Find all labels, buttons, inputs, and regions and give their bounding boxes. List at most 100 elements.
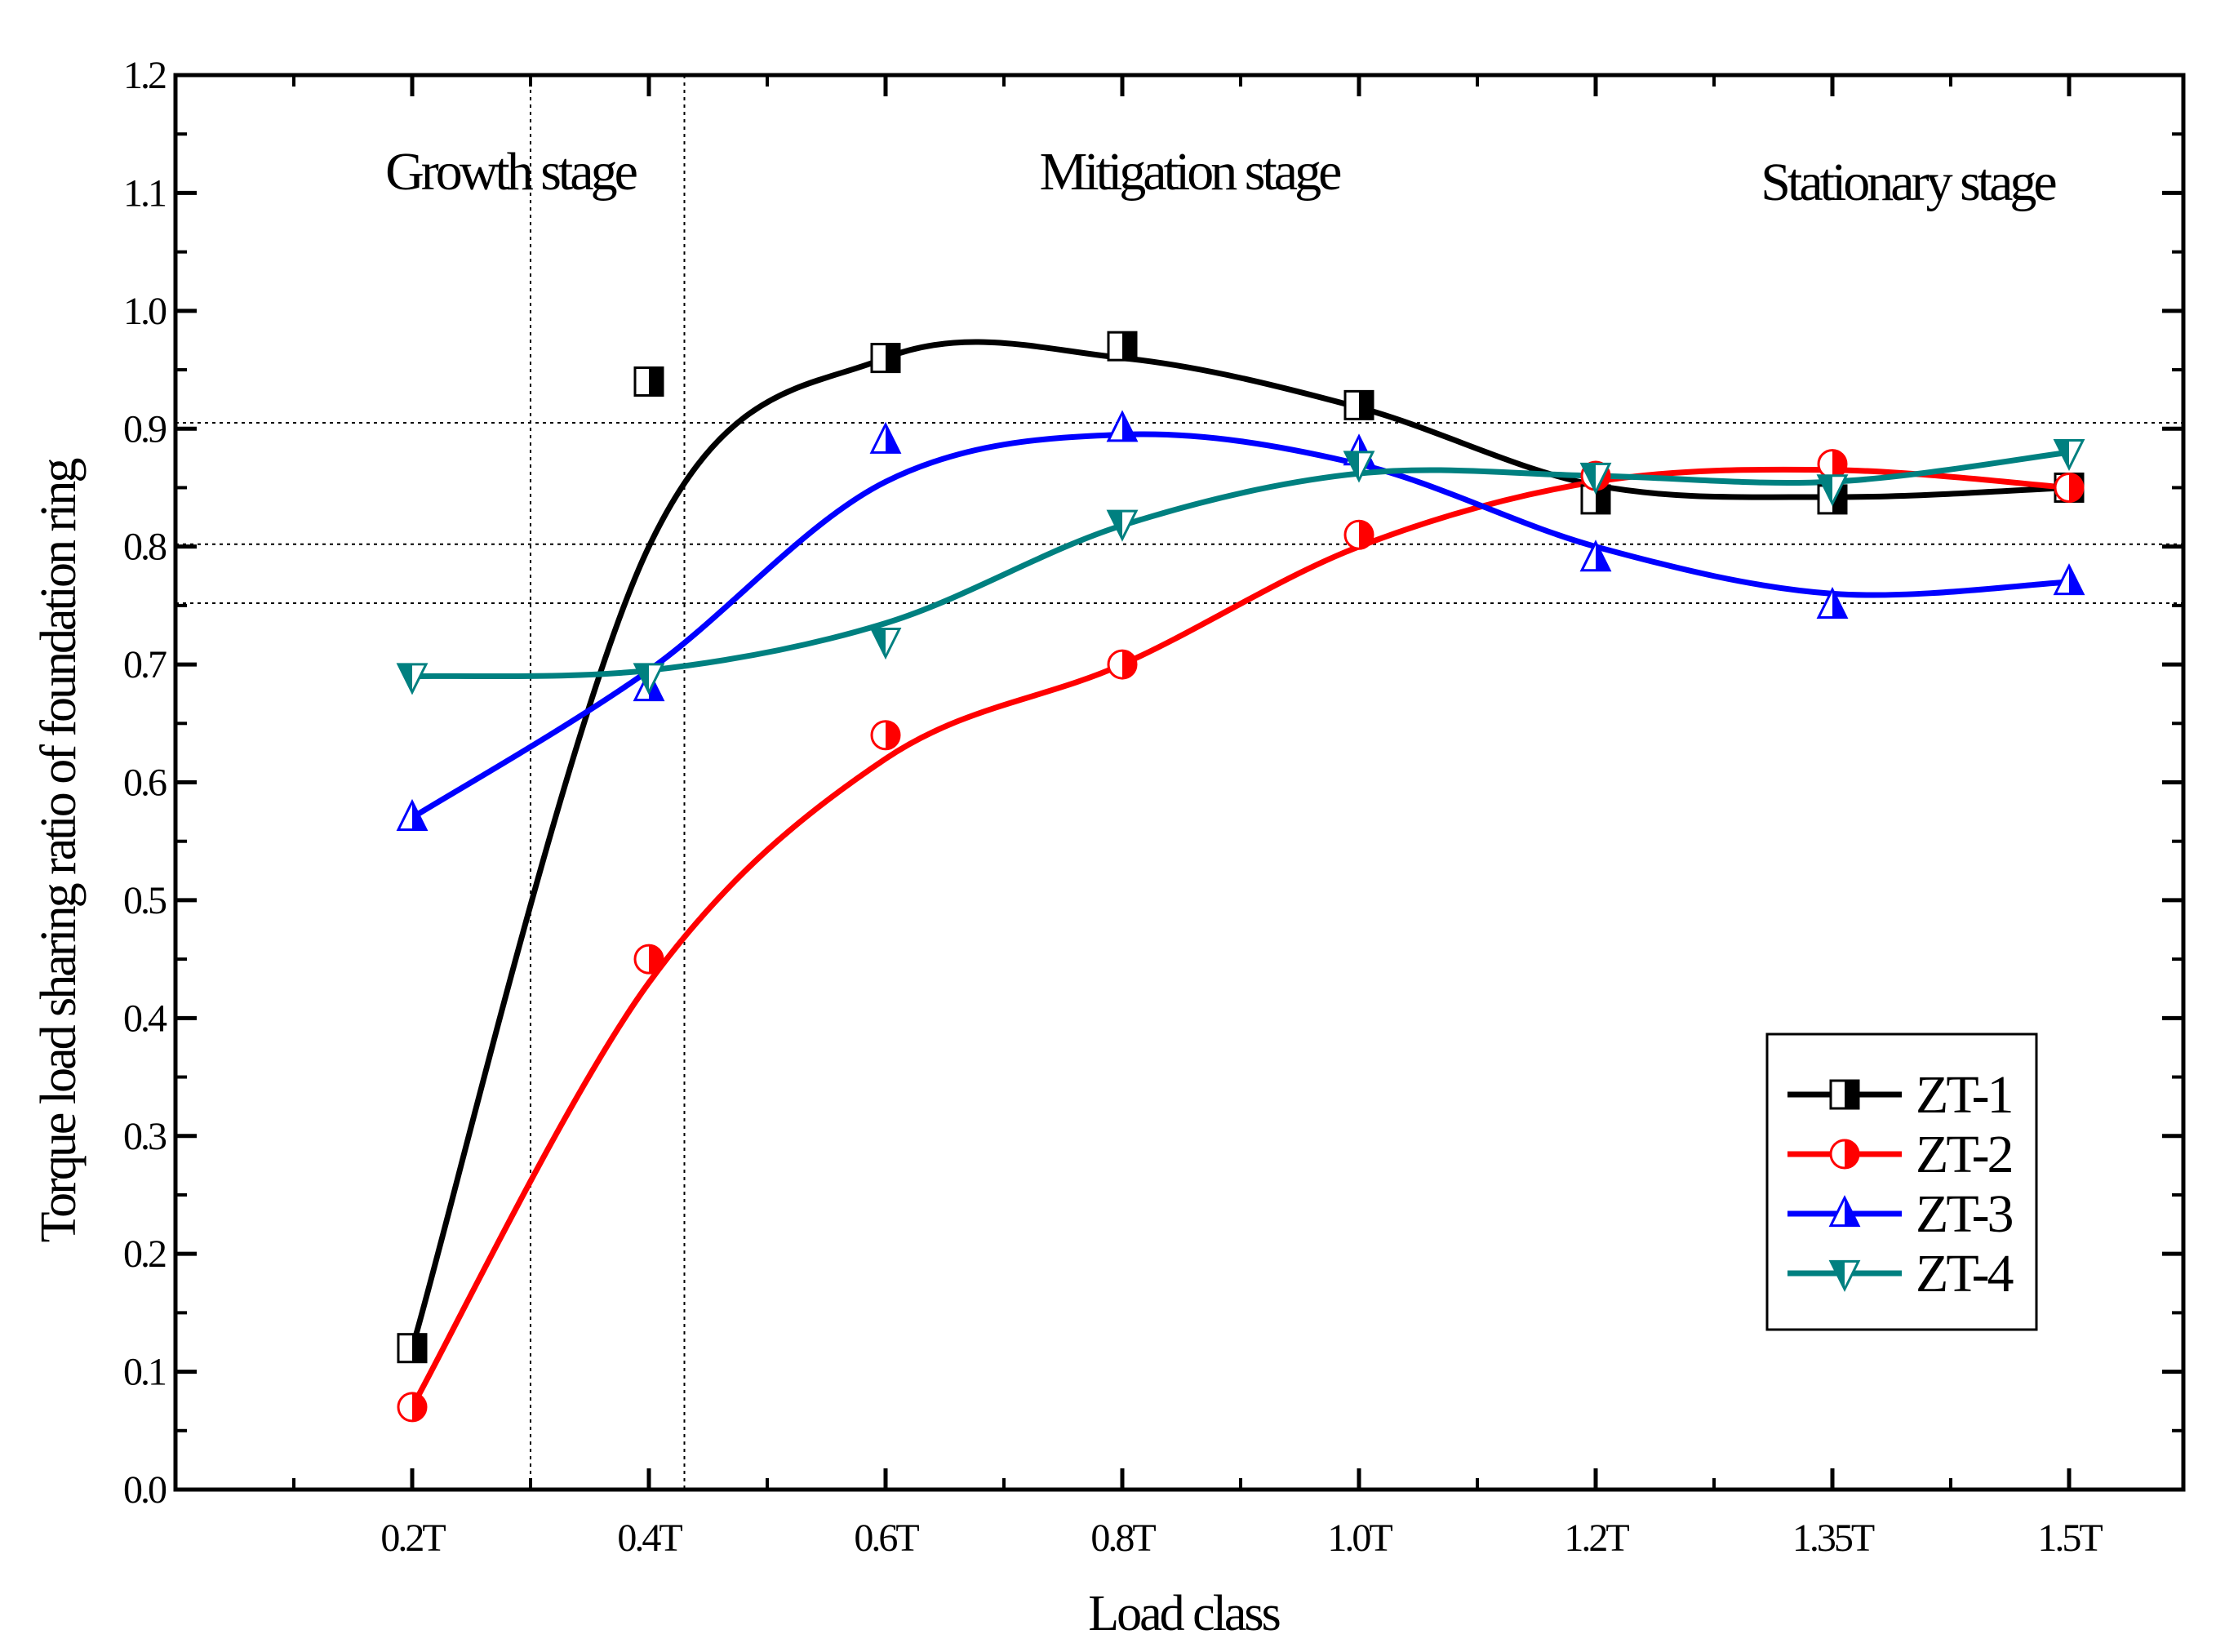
data-point-zt-4-1: [633, 663, 665, 695]
legend: ZT-1ZT-2ZT-3ZT-4: [1765, 1032, 2038, 1331]
data-point-zt-4-0-outline: [396, 663, 429, 695]
data-point-zt-4-5: [1579, 462, 1612, 495]
data-point-zt-1-1: [633, 366, 664, 397]
data-point-zt-2-0: [397, 1392, 428, 1423]
data-point-zt-2-3-fill: [1122, 651, 1136, 679]
data-point-zt-4-7: [2053, 438, 2085, 472]
data-point-zt-3-5-outline: [1579, 540, 1612, 572]
data-point-zt-1-0-fill: [412, 1334, 426, 1362]
y-tick-label: 0.1: [123, 1351, 166, 1394]
reference-lines: [175, 422, 2183, 604]
series-line-zt-4: [409, 449, 2072, 680]
data-point-zt-1-2-fill: [886, 344, 899, 372]
data-point-zt-4-6: [1816, 474, 1849, 507]
legend-label-zt-4: ZT-4: [1916, 1244, 2014, 1303]
x-tick-label: 0.2T: [380, 1517, 446, 1560]
y-tick-label: 1.0: [123, 290, 167, 333]
y-tick-label: 1.1: [123, 171, 166, 215]
data-point-zt-2-3-outline: [1107, 649, 1138, 680]
y-tick-label: 0.0: [123, 1468, 167, 1512]
data-point-zt-2-2-outline: [870, 720, 901, 751]
stage-label-stationary: Stationary stage: [1761, 153, 2055, 212]
data-point-zt-2-4-outline: [1343, 519, 1374, 550]
legend-label-zt-1: ZT-1: [1916, 1065, 2012, 1125]
data-point-zt-2-4-fill: [1359, 521, 1373, 549]
y-tick-label: 0.5: [123, 879, 167, 922]
data-point-zt-1-2: [870, 343, 901, 374]
data-point-zt-1-4: [1343, 389, 1374, 420]
data-point-zt-2-6: [1817, 449, 1848, 480]
stage-label-mitigation: Mitigation stage: [1040, 142, 1340, 202]
legend-marker-zt-1: [1829, 1079, 1860, 1110]
data-point-zt-3-3-outline: [1106, 410, 1139, 442]
y-tick-label: 0.2: [123, 1232, 166, 1276]
data-point-zt-3-0: [396, 798, 429, 831]
data-point-zt-2-7-outline: [2054, 472, 2085, 503]
data-point-zt-2-2-fill: [886, 721, 899, 749]
data-point-zt-2-1: [633, 944, 664, 975]
data-point-zt-4-1-outline: [633, 663, 665, 695]
y-axis-ticks: 0.0 0.1 0.2 0.3 0.4 0.5 0.6 0.7 0.8 0.9 1.0 1.1 1.2: [123, 54, 2183, 1512]
data-point-zt-4-2: [869, 628, 902, 660]
legend-marker-zt-4-outline: [1828, 1259, 1861, 1292]
data-point-zt-3-2: [869, 421, 902, 454]
data-point-zt-2-7: [2054, 472, 2085, 503]
data-point-zt-2-6-fill: [1832, 450, 1846, 478]
data-point-zt-1-3-fill: [1122, 332, 1136, 361]
data-point-zt-1-4-fill: [1359, 391, 1373, 420]
data-point-zt-1-5-fill: [1596, 485, 1610, 513]
data-point-zt-3-6-outline: [1816, 586, 1849, 620]
data-point-zt-2-4: [1343, 519, 1374, 550]
data-point-zt-3-7: [2053, 563, 2085, 596]
data-point-zt-3-1-outline: [633, 669, 665, 702]
data-point-zt-1-3-outline: [1107, 331, 1138, 362]
y-axis-title: Torque load sharing ratio of foundation …: [31, 459, 87, 1243]
legend-marker-zt-3-outline: [1828, 1195, 1861, 1228]
y-tick-label: 0.4: [123, 997, 167, 1040]
y-tick-label: 1.2: [123, 54, 166, 97]
x-tick-label: 1.5T: [2037, 1517, 2103, 1560]
x-tick-label: 1.35T: [1792, 1517, 1875, 1560]
data-point-zt-1-3: [1107, 331, 1138, 362]
data-point-zt-3-3: [1106, 410, 1139, 442]
data-point-zt-4-7-outline: [2053, 438, 2085, 472]
legend-marker-zt-2: [1829, 1139, 1860, 1170]
legend-marker-zt-4: [1828, 1259, 1861, 1292]
x-axis-ticks: 0.2T 0.4T 0.6T 0.8T 1.0T 1.2T 1.35T 1.5T: [292, 75, 2105, 1560]
x-tick-label: 0.6T: [854, 1517, 919, 1560]
legend-marker-zt-3: [1828, 1195, 1861, 1228]
x-tick-label: 1.0T: [1327, 1517, 1392, 1560]
data-point-zt-2-1-outline: [633, 944, 664, 975]
data-point-zt-3-7-outline: [2053, 563, 2085, 596]
x-tick-label: 1.2T: [1564, 1517, 1629, 1560]
series-line-zt-2: [409, 466, 2072, 1410]
data-point-zt-1-2-outline: [870, 343, 901, 374]
stage-boundaries: [530, 75, 686, 1490]
data-point-zt-4-3-outline: [1106, 509, 1139, 542]
data-point-zt-4-2-outline: [869, 628, 902, 660]
data-point-zt-1-0: [397, 1333, 428, 1364]
data-point-zt-1-0-outline: [397, 1333, 428, 1364]
data-point-zt-3-2-outline: [869, 421, 902, 454]
legend-label-zt-2: ZT-2: [1916, 1125, 2012, 1184]
series-markers: [396, 331, 2085, 1423]
x-tick-label: 0.8T: [1090, 1517, 1156, 1560]
data-point-zt-4-3: [1106, 509, 1139, 542]
x-tick-label: 0.4T: [617, 1517, 682, 1560]
data-point-zt-4-4-outline: [1343, 451, 1375, 483]
data-point-zt-3-6: [1816, 586, 1849, 620]
legend-box: [1765, 1032, 2038, 1331]
data-point-zt-2-3: [1107, 649, 1138, 680]
data-point-zt-2-7-fill: [2069, 473, 2083, 502]
data-point-zt-2-0-fill: [412, 1392, 426, 1421]
y-tick-label: 0.8: [123, 526, 167, 569]
data-point-zt-2-1-fill: [649, 945, 663, 974]
legend-label-zt-3: ZT-3: [1916, 1184, 2013, 1244]
data-point-zt-1-1-fill: [649, 367, 663, 396]
data-point-zt-4-5-outline: [1579, 462, 1612, 495]
legend-marker-zt-3-fill: [1845, 1197, 1859, 1226]
data-point-zt-2-2: [870, 720, 901, 751]
data-point-zt-1-1-outline: [633, 366, 664, 397]
data-point-zt-3-5: [1579, 540, 1612, 572]
